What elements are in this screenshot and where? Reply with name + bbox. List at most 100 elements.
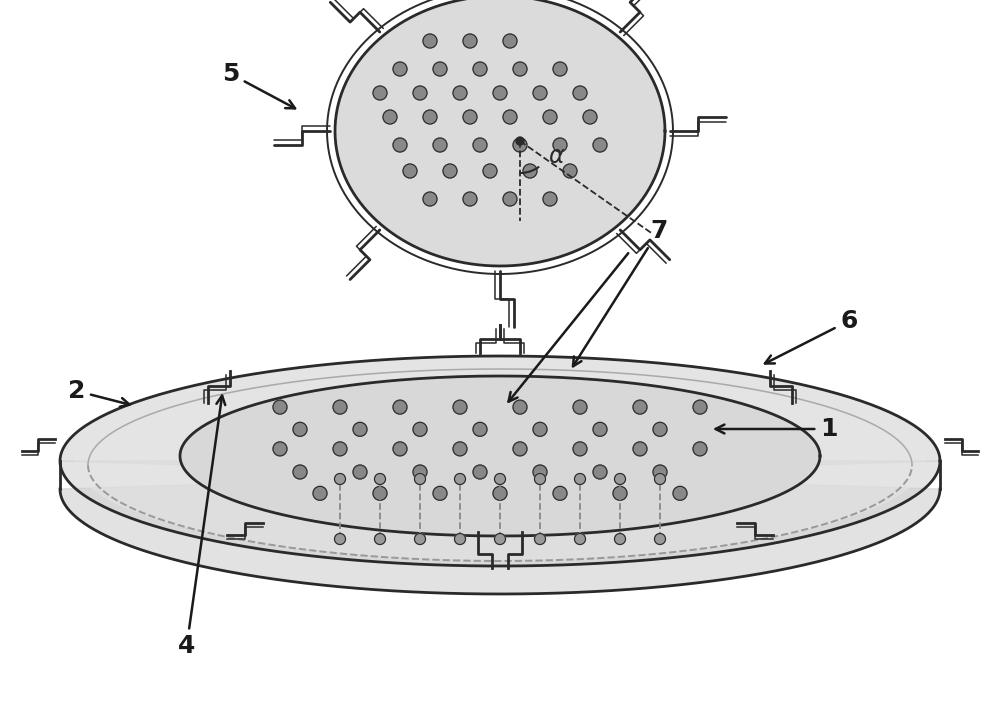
Circle shape (393, 442, 407, 456)
Circle shape (273, 442, 287, 456)
Circle shape (273, 400, 287, 414)
Text: 5: 5 (222, 62, 295, 109)
Circle shape (513, 442, 527, 456)
Circle shape (593, 138, 607, 152)
Circle shape (494, 533, 506, 545)
Circle shape (493, 86, 507, 100)
Circle shape (534, 533, 546, 545)
Circle shape (473, 465, 487, 479)
Circle shape (463, 110, 477, 124)
Circle shape (633, 400, 647, 414)
Circle shape (473, 138, 487, 152)
Circle shape (415, 473, 426, 484)
Text: $\alpha$: $\alpha$ (548, 145, 565, 168)
Circle shape (614, 533, 626, 545)
Circle shape (573, 442, 587, 456)
Circle shape (374, 533, 386, 545)
Polygon shape (60, 461, 940, 594)
Circle shape (453, 442, 467, 456)
Circle shape (553, 62, 567, 76)
Circle shape (393, 62, 407, 76)
Circle shape (373, 86, 387, 100)
Circle shape (454, 473, 466, 484)
Circle shape (293, 422, 307, 436)
Circle shape (353, 465, 367, 479)
Circle shape (293, 465, 307, 479)
Circle shape (593, 422, 607, 436)
Circle shape (423, 34, 437, 48)
Circle shape (473, 62, 487, 76)
Circle shape (403, 164, 417, 178)
Circle shape (453, 400, 467, 414)
Circle shape (693, 400, 707, 414)
Circle shape (654, 473, 666, 484)
Text: 3: 3 (0, 700, 1, 701)
Text: 4: 4 (178, 395, 225, 658)
Circle shape (693, 442, 707, 456)
Circle shape (393, 138, 407, 152)
Circle shape (313, 486, 327, 501)
Circle shape (503, 34, 517, 48)
Circle shape (374, 473, 386, 484)
Circle shape (516, 137, 524, 145)
Circle shape (473, 422, 487, 436)
Circle shape (334, 473, 346, 484)
Circle shape (423, 110, 437, 124)
Circle shape (415, 533, 426, 545)
Circle shape (334, 533, 346, 545)
Circle shape (513, 62, 527, 76)
Circle shape (553, 138, 567, 152)
Circle shape (533, 422, 547, 436)
Circle shape (383, 110, 397, 124)
Circle shape (423, 192, 437, 206)
Polygon shape (180, 376, 820, 536)
Circle shape (533, 465, 547, 479)
Circle shape (353, 422, 367, 436)
Circle shape (413, 465, 427, 479)
Text: 6: 6 (765, 309, 857, 364)
Polygon shape (335, 0, 665, 266)
Circle shape (393, 400, 407, 414)
Circle shape (454, 533, 466, 545)
Circle shape (653, 422, 667, 436)
Circle shape (574, 473, 586, 484)
Circle shape (494, 473, 506, 484)
Circle shape (513, 400, 527, 414)
Circle shape (543, 192, 557, 206)
Circle shape (573, 400, 587, 414)
Circle shape (573, 86, 587, 100)
Text: 2: 2 (68, 379, 130, 407)
Circle shape (503, 110, 517, 124)
Circle shape (493, 486, 507, 501)
Circle shape (433, 62, 447, 76)
Circle shape (373, 486, 387, 501)
Circle shape (463, 192, 477, 206)
Circle shape (553, 486, 567, 501)
Circle shape (633, 442, 647, 456)
Circle shape (433, 138, 447, 152)
Circle shape (503, 192, 517, 206)
Circle shape (533, 86, 547, 100)
Circle shape (443, 164, 457, 178)
Circle shape (613, 486, 627, 501)
Polygon shape (60, 356, 940, 566)
Circle shape (653, 465, 667, 479)
Circle shape (583, 110, 597, 124)
Text: 1: 1 (716, 417, 838, 441)
Circle shape (513, 138, 527, 152)
Circle shape (593, 465, 607, 479)
Circle shape (333, 400, 347, 414)
Circle shape (433, 486, 447, 501)
Circle shape (654, 533, 666, 545)
Text: 7: 7 (573, 219, 667, 367)
Circle shape (333, 442, 347, 456)
Circle shape (453, 86, 467, 100)
Circle shape (563, 164, 577, 178)
Circle shape (614, 473, 626, 484)
Circle shape (543, 110, 557, 124)
Circle shape (534, 473, 546, 484)
Polygon shape (75, 363, 925, 559)
Circle shape (413, 422, 427, 436)
Circle shape (574, 533, 586, 545)
Circle shape (673, 486, 687, 501)
